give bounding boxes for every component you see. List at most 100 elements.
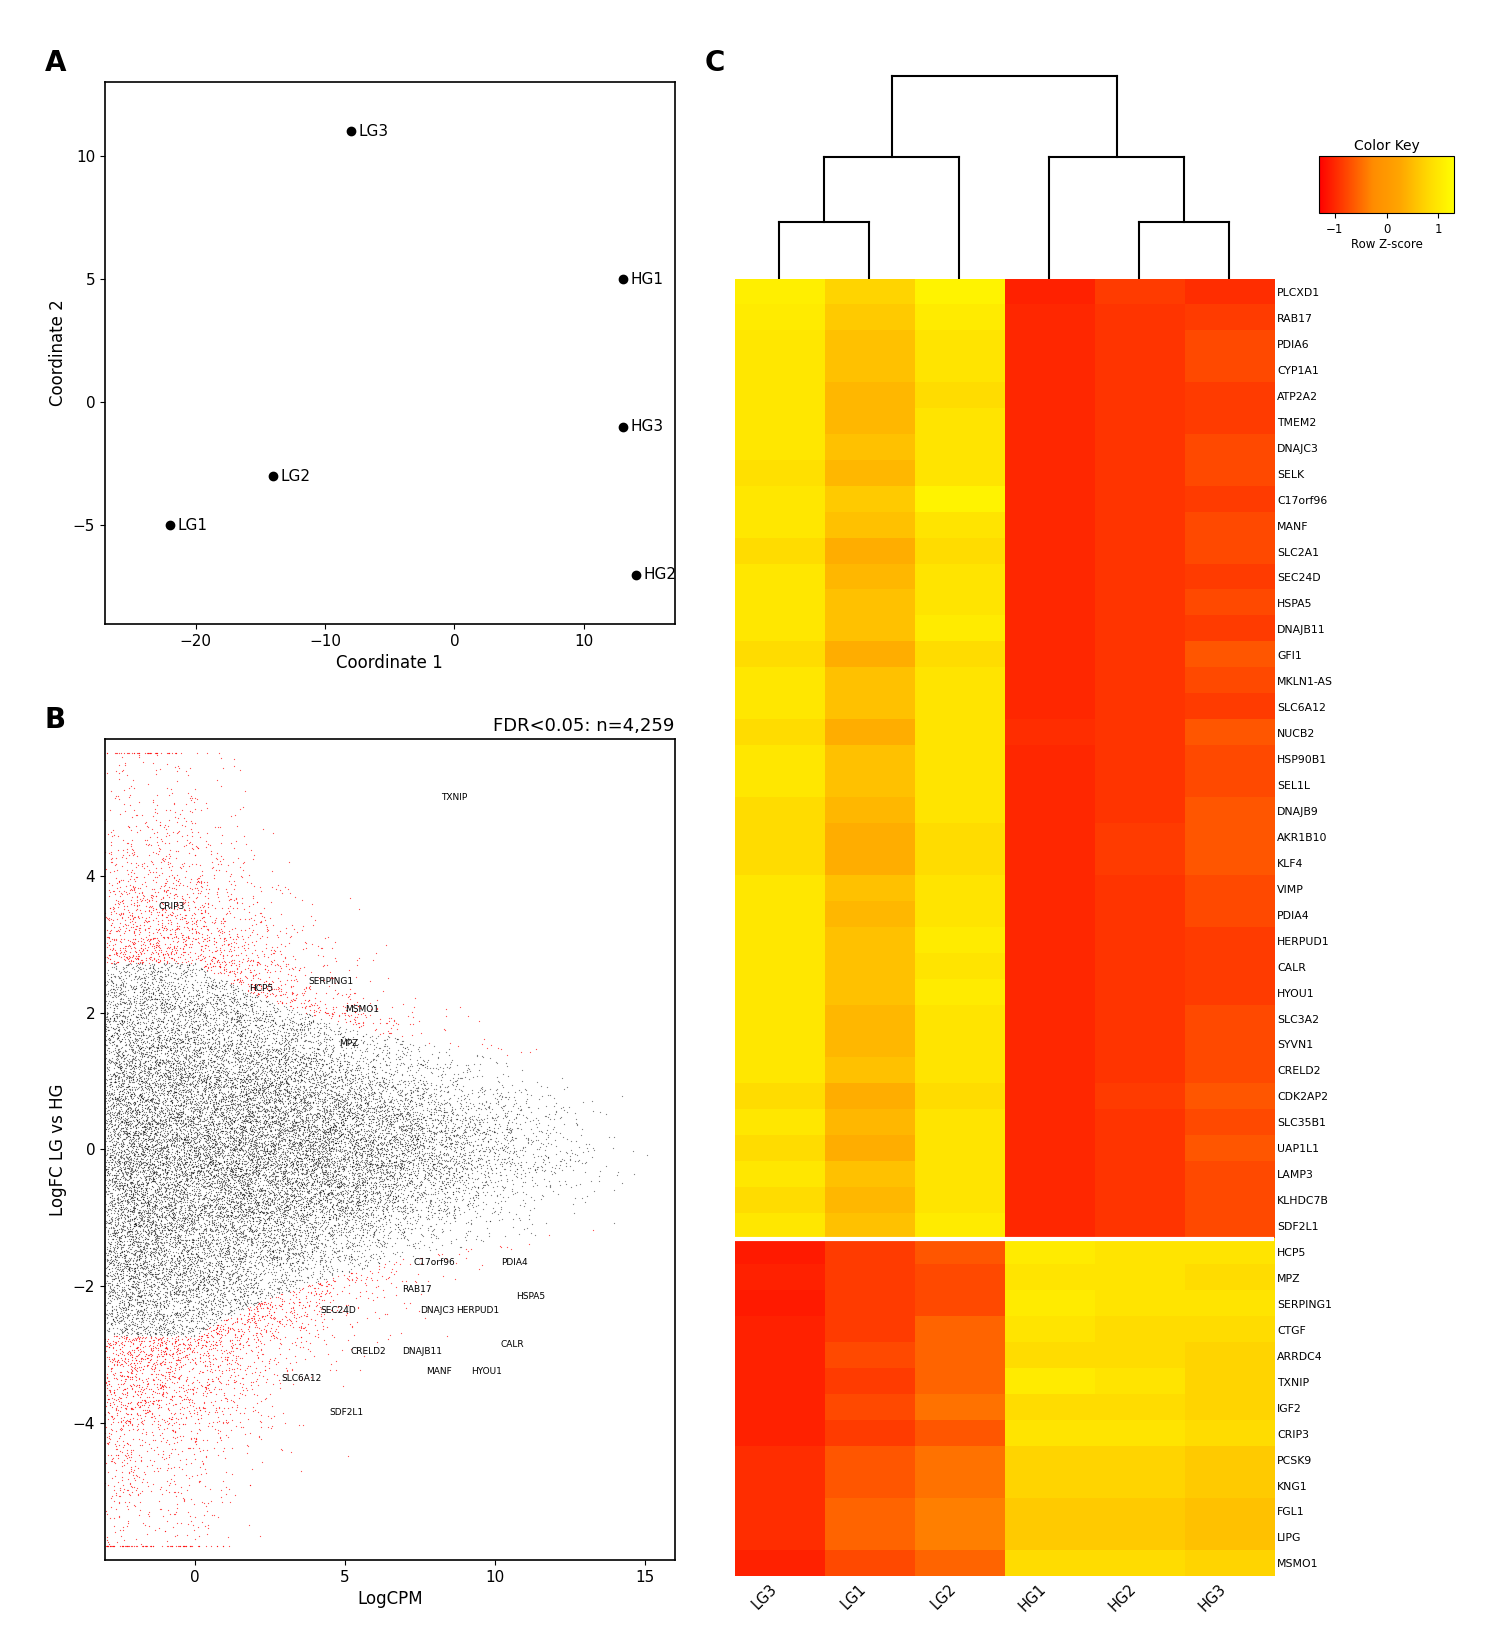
- Point: [205, 1353, 229, 1379]
- Point: [264, 1062, 288, 1089]
- Point: [204, 938, 228, 964]
- Point: [163, 1227, 187, 1253]
- Point: [163, 1038, 187, 1064]
- Point: [240, 1184, 264, 1210]
- Point: [256, 1112, 280, 1138]
- Point: [163, 754, 187, 780]
- Point: [301, 998, 325, 1025]
- Point: [193, 962, 217, 988]
- Point: [226, 1350, 250, 1376]
- Point: [120, 1161, 144, 1187]
- Point: [240, 1085, 264, 1112]
- Point: [100, 938, 124, 964]
- Point: [348, 1189, 372, 1215]
- Point: [483, 1110, 507, 1136]
- Point: [264, 1046, 288, 1072]
- Point: [165, 1128, 189, 1154]
- Point: [138, 1213, 162, 1240]
- Point: [340, 1195, 364, 1222]
- Point: [186, 1238, 210, 1264]
- Point: [265, 1131, 289, 1158]
- Point: [309, 1056, 333, 1082]
- Point: [321, 1235, 345, 1261]
- Point: [372, 1069, 396, 1095]
- Point: [192, 1309, 216, 1335]
- Point: [153, 1338, 177, 1365]
- Point: [442, 1146, 466, 1172]
- Point: [174, 1379, 198, 1406]
- Point: [195, 1136, 219, 1163]
- Point: [291, 1156, 315, 1182]
- Point: [309, 1169, 333, 1195]
- Point: [321, 1120, 345, 1146]
- Point: [94, 1369, 118, 1396]
- Point: [244, 1187, 268, 1213]
- Point: [133, 918, 157, 944]
- Point: [342, 1126, 366, 1153]
- Point: [100, 1080, 124, 1107]
- Point: [141, 1217, 165, 1243]
- Point: [235, 1197, 259, 1223]
- Point: [496, 1079, 520, 1105]
- Point: [187, 995, 211, 1021]
- Point: [108, 1110, 132, 1136]
- Point: [159, 984, 183, 1010]
- Point: [148, 1235, 172, 1261]
- Point: [156, 1038, 180, 1064]
- Point: [328, 1051, 352, 1077]
- Point: [469, 1079, 493, 1105]
- Point: [372, 1064, 396, 1090]
- Point: [130, 1190, 154, 1217]
- Point: [162, 1192, 186, 1218]
- Point: [328, 1094, 352, 1120]
- Point: [184, 1240, 208, 1266]
- Point: [354, 1153, 378, 1179]
- Point: [279, 1204, 303, 1230]
- Point: [142, 1107, 166, 1133]
- Point: [189, 1153, 213, 1179]
- Point: [94, 1246, 118, 1273]
- Point: [199, 1102, 223, 1128]
- Point: [339, 1182, 363, 1209]
- Point: [243, 975, 267, 1002]
- Point: [535, 1144, 559, 1171]
- Point: [267, 1236, 291, 1263]
- Point: [150, 1171, 174, 1197]
- Point: [420, 1146, 444, 1172]
- Point: [442, 1135, 466, 1161]
- Point: [217, 1172, 241, 1199]
- Point: [253, 1182, 277, 1209]
- Point: [202, 1013, 226, 1039]
- Point: [322, 1112, 346, 1138]
- Point: [349, 1082, 373, 1108]
- Point: [342, 1177, 366, 1204]
- Point: [130, 954, 154, 980]
- Point: [126, 1084, 150, 1110]
- Point: [135, 1146, 159, 1172]
- Point: [144, 1236, 168, 1263]
- Point: [469, 1126, 493, 1153]
- Point: [190, 1245, 214, 1271]
- Point: [228, 1105, 252, 1131]
- Point: [136, 1115, 160, 1141]
- Point: [150, 992, 174, 1018]
- Point: [121, 1020, 145, 1046]
- Point: [205, 1151, 229, 1177]
- Point: [420, 1204, 444, 1230]
- Point: [244, 1135, 268, 1161]
- Point: [277, 1243, 301, 1269]
- Point: [156, 1064, 180, 1090]
- Point: [172, 990, 196, 1016]
- Point: [327, 1121, 351, 1148]
- Point: [195, 1274, 219, 1300]
- Point: [108, 982, 132, 1008]
- Point: [205, 1284, 229, 1310]
- Point: [220, 1069, 244, 1095]
- Point: [112, 1241, 136, 1268]
- Point: [102, 1121, 126, 1148]
- Point: [298, 1046, 322, 1072]
- Point: [117, 1144, 141, 1171]
- Point: [120, 1273, 144, 1299]
- Point: [315, 1195, 339, 1222]
- Point: [210, 1289, 234, 1315]
